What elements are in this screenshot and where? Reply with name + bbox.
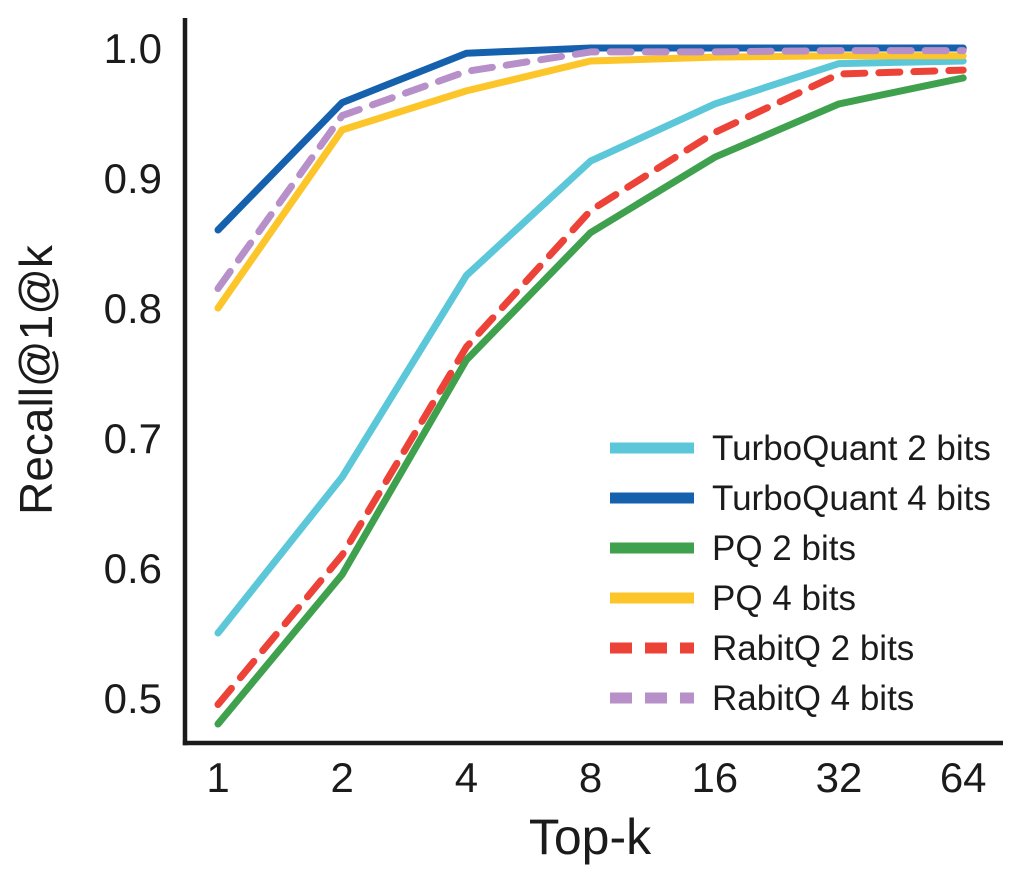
x-tick-8: 8 bbox=[579, 754, 602, 801]
x-axis-title: Top-k bbox=[529, 809, 652, 865]
y-tick-1.0: 1.0 bbox=[104, 25, 162, 72]
y-axis-title: Recall@1@k bbox=[10, 244, 62, 515]
legend-label-pq-2-bits: PQ 2 bits bbox=[712, 529, 856, 568]
legend: TurboQuant 2 bits TurboQuant 4 bits PQ 2 b… bbox=[610, 429, 991, 718]
x-tick-labels: 1 2 4 8 16 32 64 bbox=[206, 754, 986, 801]
legend-item-pq-2-bits: PQ 2 bits bbox=[610, 529, 856, 568]
series-line-pq-4-bits bbox=[214, 52, 967, 312]
x-tick-1: 1 bbox=[206, 754, 229, 801]
legend-item-turboquant-2-bits: TurboQuant 2 bits bbox=[610, 429, 991, 468]
y-tick-labels: 1.0 0.9 0.8 0.7 0.6 0.5 bbox=[104, 25, 162, 722]
legend-label-rabitq-2-bits: RabitQ 2 bits bbox=[712, 629, 914, 668]
y-tick-0.8: 0.8 bbox=[104, 285, 162, 332]
legend-item-rabitq-4-bits: RabitQ 4 bits bbox=[610, 679, 914, 718]
y-tick-0.9: 0.9 bbox=[104, 155, 162, 202]
series-line-rabitq-2-bits bbox=[214, 66, 967, 708]
legend-item-rabitq-2-bits: RabitQ 2 bits bbox=[610, 629, 914, 668]
x-tick-32: 32 bbox=[816, 754, 863, 801]
series-line-turboquant-2-bits bbox=[214, 57, 967, 637]
legend-label-turboquant-2-bits: TurboQuant 2 bits bbox=[712, 429, 991, 468]
x-tick-16: 16 bbox=[691, 754, 738, 801]
y-tick-0.6: 0.6 bbox=[104, 545, 162, 592]
legend-item-turboquant-4-bits: TurboQuant 4 bits bbox=[610, 479, 991, 518]
y-tick-0.5: 0.5 bbox=[104, 675, 162, 722]
series-line-pq-2-bits bbox=[214, 74, 967, 728]
series-line-rabitq-4-bits bbox=[214, 47, 967, 292]
legend-label-turboquant-4-bits: TurboQuant 4 bits bbox=[712, 479, 991, 518]
legend-label-pq-4-bits: PQ 4 bits bbox=[712, 579, 856, 618]
x-tick-64: 64 bbox=[940, 754, 987, 801]
legend-label-rabitq-4-bits: RabitQ 4 bits bbox=[712, 679, 914, 718]
series-lines bbox=[214, 44, 967, 728]
y-tick-0.7: 0.7 bbox=[104, 415, 162, 462]
x-tick-4: 4 bbox=[455, 754, 478, 801]
legend-item-pq-4-bits: PQ 4 bits bbox=[610, 579, 856, 618]
x-tick-2: 2 bbox=[331, 754, 354, 801]
